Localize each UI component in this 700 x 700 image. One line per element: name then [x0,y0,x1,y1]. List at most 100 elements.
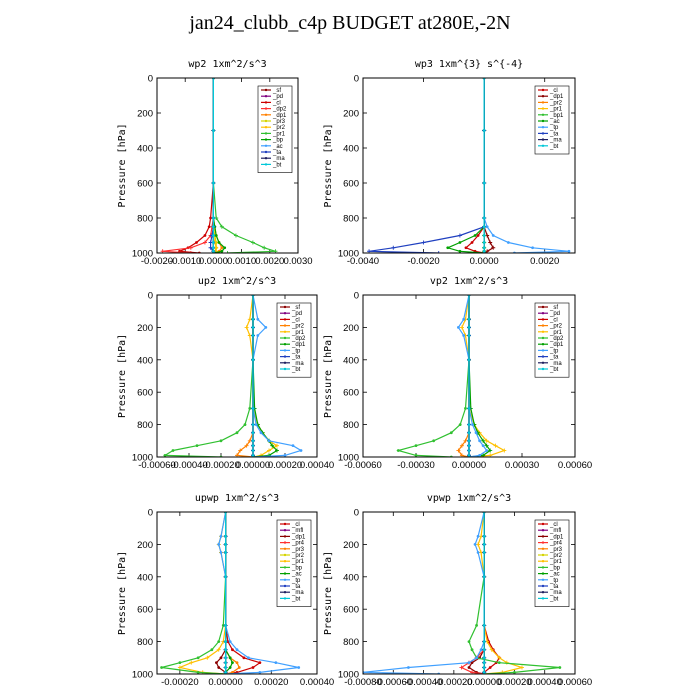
legend-marker [541,330,545,333]
plot-frame [156,294,318,458]
legend-entry: _sf [291,305,300,311]
y-tick-label: 800 [137,637,153,648]
legend-entry: _pr2 [291,324,305,330]
data-point [217,241,221,244]
legend-marker [283,578,287,581]
legend-entry: _ac [291,572,302,578]
legend-marker [541,95,545,98]
plot-frame [362,294,576,458]
legend-marker [264,132,268,135]
x-tick-label: 0.0020 [530,256,559,267]
data-point [482,225,486,229]
data-point [481,438,486,443]
data-point [476,534,480,538]
data-point [482,181,486,185]
legend-marker [283,336,287,340]
legend-marker [283,318,287,321]
data-point [520,665,524,670]
legend-entry: _ta [291,355,301,361]
legend-marker [283,547,287,550]
data-point [178,661,182,665]
data-point [493,443,498,448]
data-point [219,551,223,554]
legend-entry: _ma [291,361,304,367]
legend-entry: _dp1 [549,342,564,348]
series-dp2 [396,295,471,457]
data-point [251,444,255,448]
series-ac [446,78,486,253]
data-point [160,666,163,669]
data-point [291,444,295,448]
legend-marker [264,95,268,98]
data-point [244,443,249,448]
legend-entry: _tp [549,578,559,584]
legend-marker [541,113,545,117]
data-point [224,656,227,660]
x-tick-label: 0.00020 [497,677,531,688]
chart-title: vpwp 1xm^2/s^3 [427,493,511,504]
data-point [558,666,562,669]
data-point [482,661,486,665]
legend-marker [283,597,287,600]
x-tick-label: 0.00040 [528,677,562,688]
y-tick-label: 200 [137,540,153,551]
y-tick-label: 200 [343,109,359,120]
data-point [467,334,471,337]
data-point [214,245,219,250]
legend-entry: _cl [549,317,558,323]
data-point [467,326,471,329]
x-tick-label: 0.00000 [208,677,242,688]
data-point [479,648,483,652]
data-point [459,665,464,670]
legend-marker [264,150,268,154]
legend-entry: _pr2 [549,324,563,330]
data-point [251,358,255,362]
legend-marker [283,566,287,569]
data-point [251,407,255,410]
y-axis-label: Pressure [hPa] [117,123,128,207]
data-point [297,666,301,669]
legend-entry: _ma [291,590,304,596]
data-point [251,334,255,337]
legend-marker [283,522,287,526]
data-point [242,656,246,660]
series-ta [367,78,487,253]
legend-entry: _bp [549,565,561,571]
data-point [235,648,239,652]
series-bt [482,78,486,253]
data-point [497,661,501,665]
data-point [203,234,207,237]
data-point [457,326,460,329]
legend-marker [541,305,545,309]
data-point [457,233,462,238]
y-axis-label: Pressure [hPa] [323,123,334,207]
data-point [482,246,486,250]
data-point [220,246,224,250]
chart-panel-2: up2 1xm^2/s^3 Pressure [hPa] 0 200 400 600 800… [117,276,334,471]
legend-marker [541,584,545,588]
data-point [231,648,234,652]
y-tick-label: 200 [137,109,153,120]
legend-marker [541,535,545,538]
data-point [502,448,507,453]
x-tick-label: 0.0010 [227,256,256,267]
series-line [363,512,485,674]
y-tick-label: 0 [354,508,359,519]
x-tick-label: 0.00000 [467,677,501,688]
x-tick-label: -0.0010 [169,256,201,267]
data-point [251,317,255,321]
data-point [264,326,268,329]
data-point [258,661,262,665]
legend-marker [283,324,287,327]
legend-marker [541,578,545,581]
data-point [467,317,471,321]
legend-entry: _pr3 [549,547,563,553]
legend-entry: _pr1 [549,330,563,336]
legend-marker [264,113,268,117]
data-point [462,334,466,337]
legend-entry: _mfl [291,528,303,534]
data-point [482,656,486,660]
legend-entry: _ma [549,590,562,596]
legend-marker [264,126,268,129]
data-point [482,624,486,627]
